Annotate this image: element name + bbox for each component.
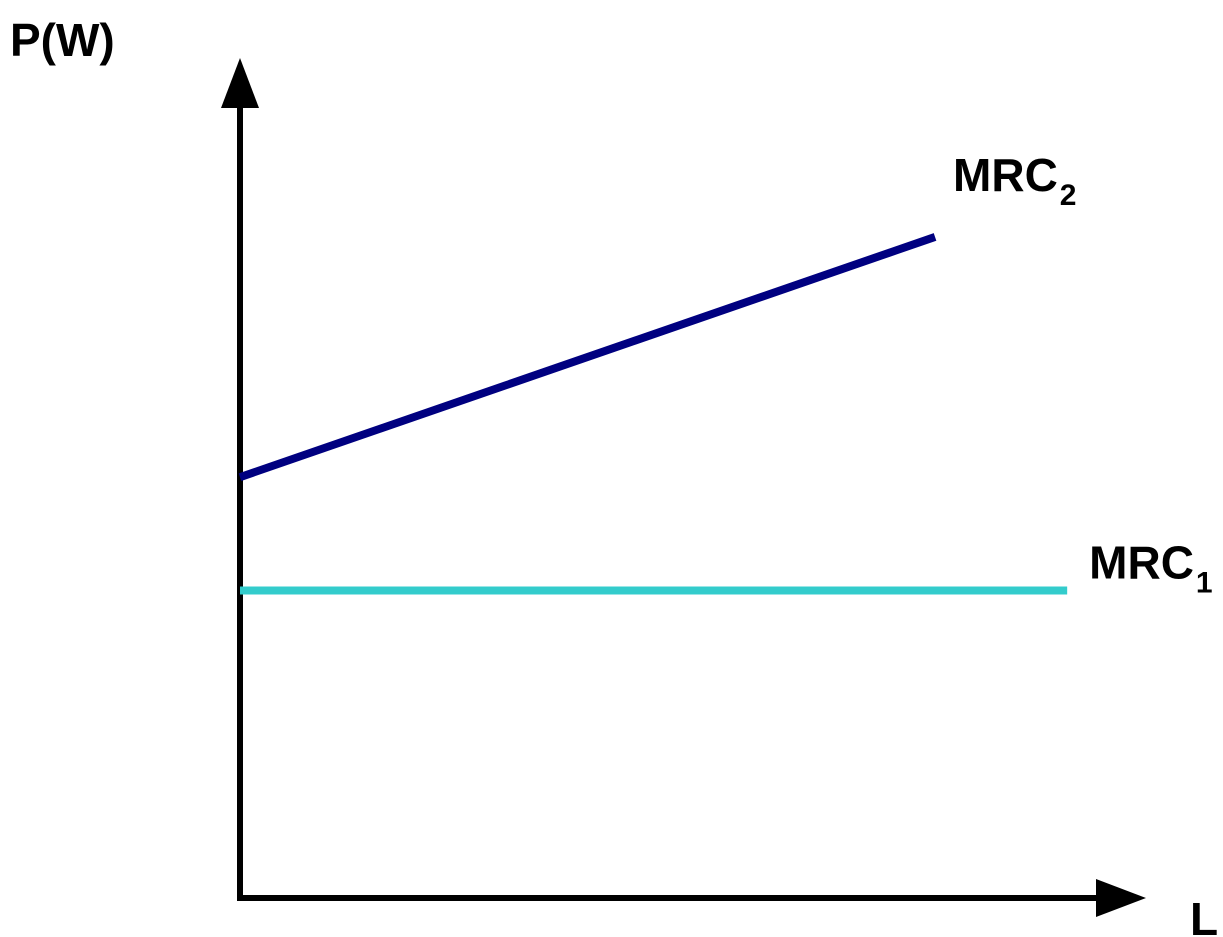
series-label-subscript: 2: [1060, 179, 1077, 212]
x-axis-arrow-icon: [1096, 879, 1146, 917]
series-line-mrc2: [238, 233, 937, 481]
series-layer: MRC2 MRC1: [238, 149, 1213, 600]
series-label-mrc2: MRC2: [953, 149, 1076, 212]
axes: [221, 58, 1146, 917]
series-label-mrc1: MRC1: [1089, 537, 1212, 600]
x-axis-label: L: [1190, 893, 1218, 937]
series-label-subscript: 1: [1196, 567, 1213, 600]
y-axis-arrow-icon: [221, 58, 259, 108]
y-axis-label: P(W): [10, 14, 115, 66]
